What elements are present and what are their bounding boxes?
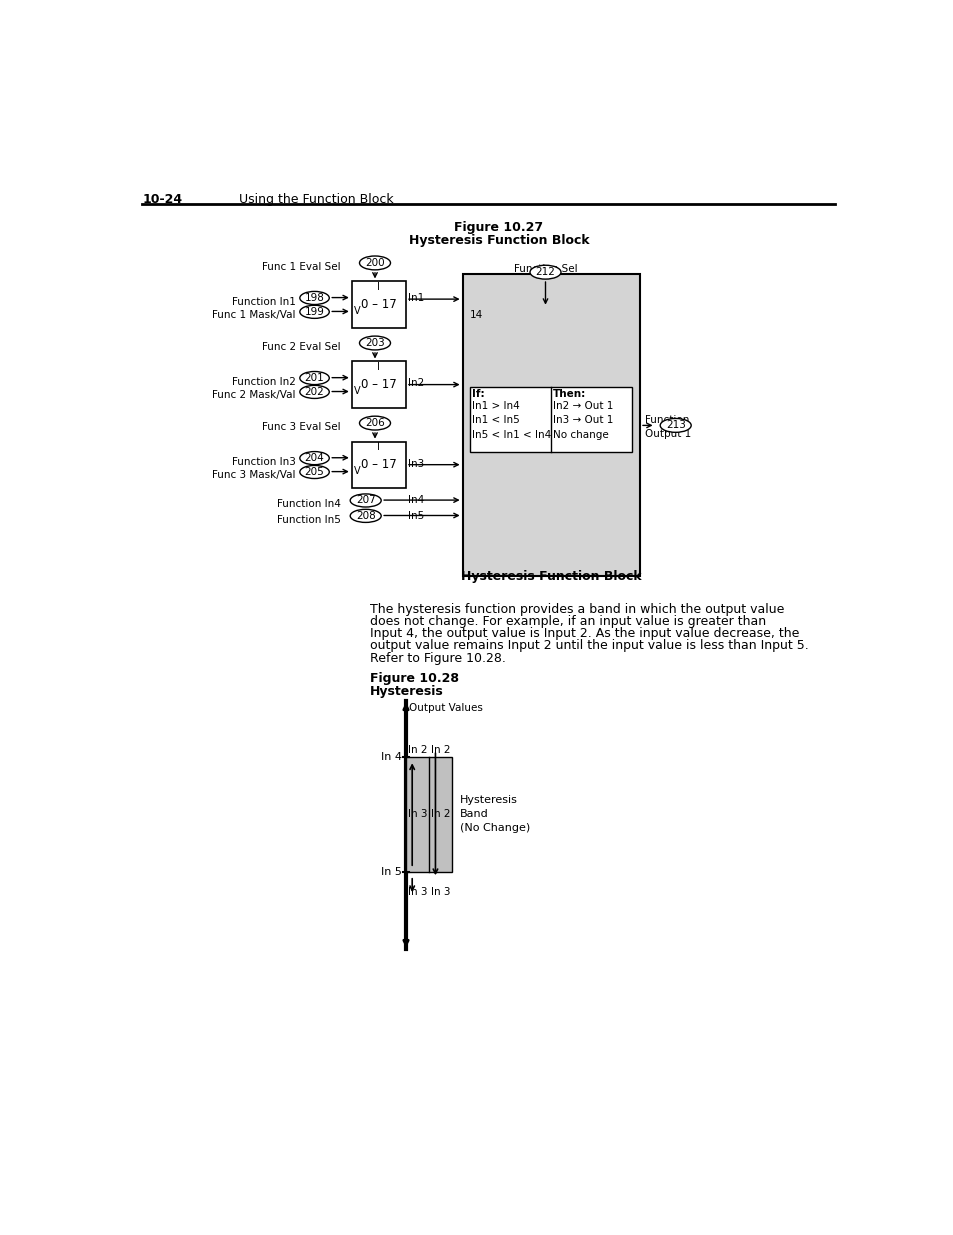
Bar <box>352 362 406 408</box>
Text: In 3: In 3 <box>408 809 427 819</box>
Text: 202: 202 <box>304 387 324 396</box>
Bar <box>406 757 452 872</box>
Text: Function
Output 1: Function Output 1 <box>644 415 690 438</box>
Text: Figure 10.28: Figure 10.28 <box>369 672 458 684</box>
Text: Hysteresis: Hysteresis <box>369 685 443 698</box>
Text: In3: In3 <box>407 458 423 468</box>
Text: Output Values: Output Values <box>409 703 482 713</box>
Text: Then:: Then: <box>553 389 586 399</box>
Text: If:: If: <box>472 389 484 399</box>
Text: 199: 199 <box>304 306 324 317</box>
Text: Function In2: Function In2 <box>232 377 295 387</box>
Text: 208: 208 <box>355 511 375 521</box>
Text: V: V <box>354 306 360 316</box>
Ellipse shape <box>299 466 329 478</box>
Text: In1 > In4: In1 > In4 <box>472 401 519 411</box>
Text: output value remains Input 2 until the input value is less than Input 5.: output value remains Input 2 until the i… <box>369 640 807 652</box>
Text: 207: 207 <box>355 495 375 505</box>
Text: In4: In4 <box>407 495 423 505</box>
Text: Func 1 Mask/Val: Func 1 Mask/Val <box>213 310 295 320</box>
Text: In 3: In 3 <box>408 888 427 898</box>
Text: I: I <box>377 282 380 293</box>
Text: Hysteresis Function Block: Hysteresis Function Block <box>460 571 641 583</box>
Ellipse shape <box>299 385 329 399</box>
Text: In5: In5 <box>407 511 423 521</box>
Text: 201: 201 <box>304 373 324 383</box>
Ellipse shape <box>530 266 560 279</box>
Text: Function Sel: Function Sel <box>514 264 578 274</box>
Text: Figure 10.27: Figure 10.27 <box>454 221 543 235</box>
Text: Func 2 Eval Sel: Func 2 Eval Sel <box>262 342 340 352</box>
Text: I: I <box>377 362 380 372</box>
Text: 206: 206 <box>365 419 384 429</box>
Text: 198: 198 <box>304 293 324 303</box>
Ellipse shape <box>299 452 329 464</box>
Text: In 3: In 3 <box>431 888 450 898</box>
Text: 204: 204 <box>304 453 324 463</box>
Ellipse shape <box>350 494 381 508</box>
Bar <box>462 274 639 576</box>
Text: Func 1 Eval Sel: Func 1 Eval Sel <box>262 262 340 272</box>
Text: Using the Function Block: Using the Function Block <box>239 193 394 206</box>
Text: In 2: In 2 <box>431 745 450 755</box>
Ellipse shape <box>359 256 390 270</box>
Text: In1: In1 <box>407 293 423 303</box>
Ellipse shape <box>299 291 329 305</box>
Text: In1 < In5: In1 < In5 <box>472 415 519 425</box>
Text: In3 → Out 1: In3 → Out 1 <box>553 415 613 425</box>
Text: In 2: In 2 <box>408 745 427 755</box>
Text: Input 4, the output value is Input 2. As the input value decrease, the: Input 4, the output value is Input 2. As… <box>369 627 798 640</box>
Text: Function In4: Function In4 <box>276 499 340 509</box>
Text: 10-24: 10-24 <box>142 193 182 206</box>
Text: In2: In2 <box>407 378 423 389</box>
Text: In 4: In 4 <box>381 752 402 762</box>
Text: Func 3 Eval Sel: Func 3 Eval Sel <box>262 422 340 432</box>
Text: 0 – 17: 0 – 17 <box>360 378 396 391</box>
Text: V: V <box>354 466 360 477</box>
Text: 0 – 17: 0 – 17 <box>360 298 396 311</box>
Text: In5 < In1 < In4: In5 < In1 < In4 <box>472 430 551 440</box>
Text: 212: 212 <box>535 267 555 277</box>
Text: 14: 14 <box>469 310 482 320</box>
Text: In2 → Out 1: In2 → Out 1 <box>553 401 613 411</box>
Text: 0 – 17: 0 – 17 <box>360 458 396 472</box>
Text: Func 3 Mask/Val: Func 3 Mask/Val <box>213 471 295 480</box>
Text: 203: 203 <box>365 338 384 348</box>
Bar <box>469 387 632 452</box>
Bar <box>352 442 406 488</box>
Ellipse shape <box>299 305 329 319</box>
Text: In 2: In 2 <box>431 809 450 819</box>
Text: V: V <box>354 387 360 396</box>
Ellipse shape <box>350 509 381 522</box>
Text: Refer to Figure 10.28.: Refer to Figure 10.28. <box>369 652 505 664</box>
Ellipse shape <box>299 372 329 384</box>
Text: 213: 213 <box>665 420 685 431</box>
Text: Function In1: Function In1 <box>232 296 295 306</box>
Text: Hysteresis
Band
(No Change): Hysteresis Band (No Change) <box>459 795 530 834</box>
Text: 205: 205 <box>304 467 324 477</box>
Text: does not change. For example, if an input value is greater than: does not change. For example, if an inpu… <box>369 615 765 627</box>
Text: 200: 200 <box>365 258 384 268</box>
Text: No change: No change <box>553 430 608 440</box>
Ellipse shape <box>359 416 390 430</box>
Ellipse shape <box>659 419 691 432</box>
Text: In 5: In 5 <box>381 867 402 877</box>
Text: Function In3: Function In3 <box>232 457 295 467</box>
Text: Function In5: Function In5 <box>276 515 340 525</box>
Text: Hysteresis Function Block: Hysteresis Function Block <box>408 235 589 247</box>
Bar <box>352 282 406 327</box>
Ellipse shape <box>359 336 390 350</box>
Text: The hysteresis function provides a band in which the output value: The hysteresis function provides a band … <box>369 603 783 615</box>
Text: I: I <box>377 442 380 452</box>
Text: Func 2 Mask/Val: Func 2 Mask/Val <box>213 390 295 400</box>
